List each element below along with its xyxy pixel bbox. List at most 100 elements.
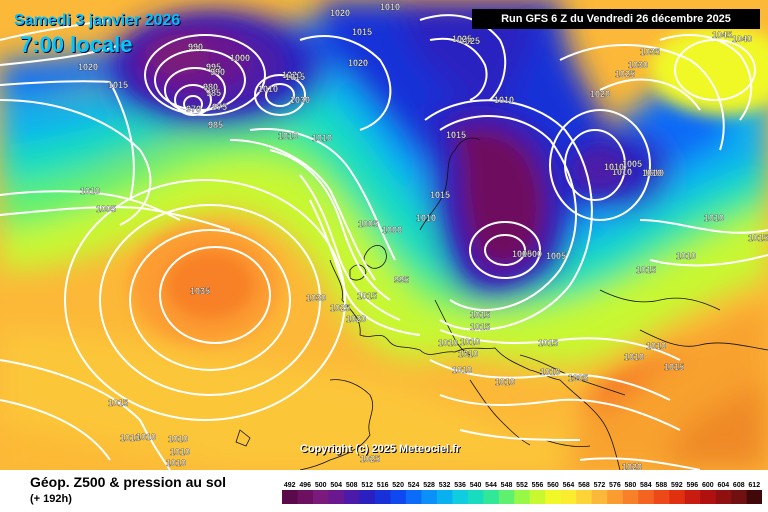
pressure-label: 995 <box>206 62 221 72</box>
pressure-label: 980 <box>203 82 218 92</box>
legend-color-swatch <box>591 490 608 504</box>
legend-color-swatch <box>545 490 562 504</box>
pressure-label: 1010 <box>624 352 644 362</box>
pressure-label: 1030 <box>306 293 326 303</box>
legend-tick-label: 604 <box>717 482 729 489</box>
pressure-label: 1020 <box>348 58 368 68</box>
pressure-label: 1010 <box>644 168 664 178</box>
pressure-label: 1005 <box>512 249 532 259</box>
legend-tick-label: 528 <box>423 482 435 489</box>
pressure-label: 1010 <box>120 433 140 443</box>
pressure-label: 1015 <box>357 291 377 301</box>
pressure-label: 1020 <box>590 89 610 99</box>
legend-tick-label: 516 <box>377 482 389 489</box>
pressure-label: 1010 <box>278 131 298 141</box>
pressure-label: 1010 <box>494 95 514 105</box>
pressure-label: 1005 <box>622 159 642 169</box>
legend-tick-label: 568 <box>578 482 590 489</box>
legend-color-swatch <box>746 490 762 504</box>
legend-tick-label: 552 <box>516 482 528 489</box>
geopotential-field <box>0 0 768 470</box>
pressure-label: 1030 <box>290 95 310 105</box>
pressure-label: 975 <box>212 102 227 112</box>
pressure-label: 1035 <box>640 47 660 57</box>
legend-tick-label: 532 <box>439 482 451 489</box>
legend-tick-label: 520 <box>392 482 404 489</box>
pressure-label: 1015 <box>430 190 450 200</box>
pressure-label: 1010 <box>646 341 666 351</box>
legend-tick-label: 584 <box>640 482 652 489</box>
pressure-label: 1010 <box>416 213 436 223</box>
legend-tick-label: 512 <box>361 482 373 489</box>
pressure-label: 1010 <box>312 133 332 143</box>
legend-color-swatch <box>374 490 391 504</box>
pressure-label: 1015 <box>285 72 305 82</box>
legend-tick-label: 592 <box>671 482 683 489</box>
legend-color-swatch <box>529 490 546 504</box>
legend-tick-label: 492 <box>284 482 296 489</box>
pressure-label: 1015 <box>636 265 656 275</box>
legend-color-swatch <box>514 490 531 504</box>
pressure-label: 1025 <box>360 454 380 464</box>
pressure-label: 990 <box>188 42 203 52</box>
forecast-date: Samedi 3 janvier 2026 <box>14 12 181 29</box>
pressure-label: 1010 <box>704 213 724 223</box>
product-title: Géop. Z500 & pression au sol <box>30 474 227 490</box>
legend-color-swatch <box>343 490 360 504</box>
pressure-label: 1015 <box>470 310 490 320</box>
pressure-label: 1025 <box>452 34 472 44</box>
pressure-label: 1010 <box>676 251 696 261</box>
copyright-notice: Copyright (c) 2025 Meteociel.fr <box>300 443 461 455</box>
pressure-label: 1015 <box>538 338 558 348</box>
legend-color-swatch <box>607 490 623 504</box>
pressure-label: 1020 <box>346 314 366 324</box>
pressure-label: 1010 <box>612 167 632 177</box>
run-info-banner: Run GFS 6 Z du Vendredi 26 décembre 2025 <box>472 9 760 29</box>
pressure-label: 985 <box>206 88 221 98</box>
pressure-label: 1010 <box>168 434 188 444</box>
pressure-label: 1005 <box>96 204 116 214</box>
legend-color-swatch <box>312 490 329 504</box>
legend-tick-label: 540 <box>470 482 482 489</box>
pressure-label: 1005 <box>546 251 566 261</box>
pressure-label: 1015 <box>664 362 684 372</box>
pressure-label: 1015 <box>352 27 372 37</box>
legend-color-swatch <box>359 490 376 504</box>
pressure-label: 1010 <box>438 338 458 348</box>
pressure-label: 1005 <box>568 373 588 383</box>
legend-color-swatch <box>560 490 577 504</box>
pressure-label: 1010 <box>80 186 100 196</box>
pressure-labels: 1020101010201015102599099510009859909809… <box>78 2 768 470</box>
legend-color-swatch <box>731 490 747 504</box>
pressure-label: 1010 <box>170 447 190 457</box>
pressure-label: 1015 <box>446 130 466 140</box>
legend-color-swatch <box>638 490 654 504</box>
pressure-label: 1045 <box>712 30 732 40</box>
legend-tick-label: 608 <box>733 482 745 489</box>
legend-tick-label: 612 <box>748 482 760 489</box>
pressure-label: 1010 <box>166 458 186 468</box>
pressure-label: 1015 <box>470 322 490 332</box>
pressure-label: 1030 <box>628 60 648 70</box>
legend-color-swatch <box>498 490 515 504</box>
pressure-label: 1010 <box>380 2 400 12</box>
pressure-label: 1010 <box>642 168 662 178</box>
legend-tick-label: 536 <box>454 482 466 489</box>
legend-color-swatch <box>669 490 685 504</box>
legend-color-swatch <box>653 490 670 504</box>
legend-tick-label: 500 <box>315 482 327 489</box>
pressure-label: 1010 <box>460 337 480 347</box>
legend-color-swatch <box>684 490 701 504</box>
pressure-label: 1035 <box>190 286 210 296</box>
legend-color-swatch <box>483 490 500 504</box>
lead-time: (+ 192h) <box>30 493 72 505</box>
legend-tick-label: 596 <box>686 482 698 489</box>
legend-color-swatch <box>715 490 732 504</box>
isobars <box>0 14 768 470</box>
legend-color-swatch <box>576 490 592 504</box>
legend-tick-label: 508 <box>346 482 358 489</box>
legend-color-swatch <box>700 490 716 504</box>
legend-tick-label: 504 <box>330 482 342 489</box>
pressure-label: 1015 <box>748 233 768 243</box>
